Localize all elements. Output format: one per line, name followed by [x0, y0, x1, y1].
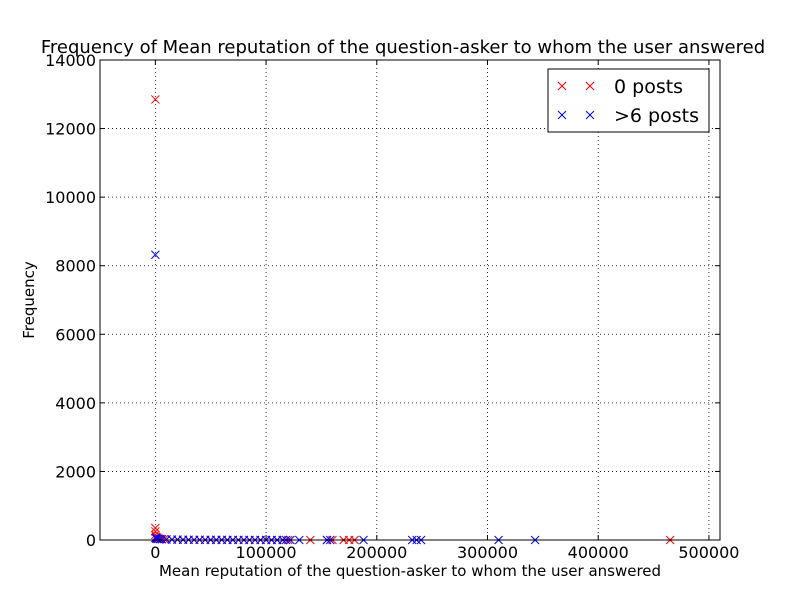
- legend-marker-x: [557, 110, 567, 120]
- legend-box: [547, 68, 710, 133]
- y-tick-label: 2000: [55, 462, 96, 481]
- y-tick-labels: 0 2000 4000 6000 8000 10000 12000 14000: [45, 51, 96, 550]
- y-tick-label: 10000: [45, 188, 96, 207]
- legend-label-6-posts: >6 posts: [614, 105, 699, 127]
- y-tick-label: 4000: [55, 394, 96, 413]
- data-point: [159, 534, 169, 544]
- x-tick-label: 100000: [236, 543, 297, 562]
- legend-marker-x: [585, 81, 595, 91]
- x-axis-title: Mean reputation of the question-asker to…: [159, 562, 661, 580]
- x-tick-label: 200000: [346, 543, 407, 562]
- legend-marker-6-posts: [557, 110, 595, 120]
- data-point: [157, 534, 167, 544]
- data-point: [151, 95, 160, 104]
- chart-title: Frequency of Mean reputation of the ques…: [41, 37, 765, 58]
- y-tick-label: 8000: [55, 257, 96, 276]
- x-tick-label: 500000: [678, 543, 739, 562]
- legend-marker-x: [585, 110, 595, 120]
- legend-item-6-posts: >6 posts: [557, 105, 699, 127]
- y-tick-label: 14000: [45, 51, 96, 70]
- series-0-posts: [151, 95, 675, 545]
- ticks: [100, 59, 720, 541]
- legend-marker-0-posts: [557, 81, 595, 91]
- y-axis-title: Frequency: [20, 261, 38, 339]
- legend: 0 posts >6 posts: [547, 68, 710, 133]
- y-tick-label: 6000: [55, 325, 96, 344]
- legend-marker-x: [557, 81, 567, 91]
- data-points: [151, 95, 675, 545]
- y-tick-label: 12000: [45, 120, 96, 139]
- legend-label-0-posts: 0 posts: [614, 76, 683, 98]
- legend-item-0-posts: 0 posts: [557, 76, 683, 98]
- x-tick-label: 300000: [457, 543, 518, 562]
- x-tick-label: 400000: [568, 543, 629, 562]
- series-6-posts: [151, 250, 540, 545]
- data-point: [155, 534, 165, 544]
- plot-frame: [99, 59, 721, 541]
- data-point: [151, 523, 160, 533]
- x-tick-label: 0: [150, 543, 160, 562]
- data-point: [151, 250, 160, 260]
- x-tick-labels: 0 100000 200000 300000 400000 500000: [150, 543, 739, 562]
- y-tick-label: 0: [86, 531, 96, 550]
